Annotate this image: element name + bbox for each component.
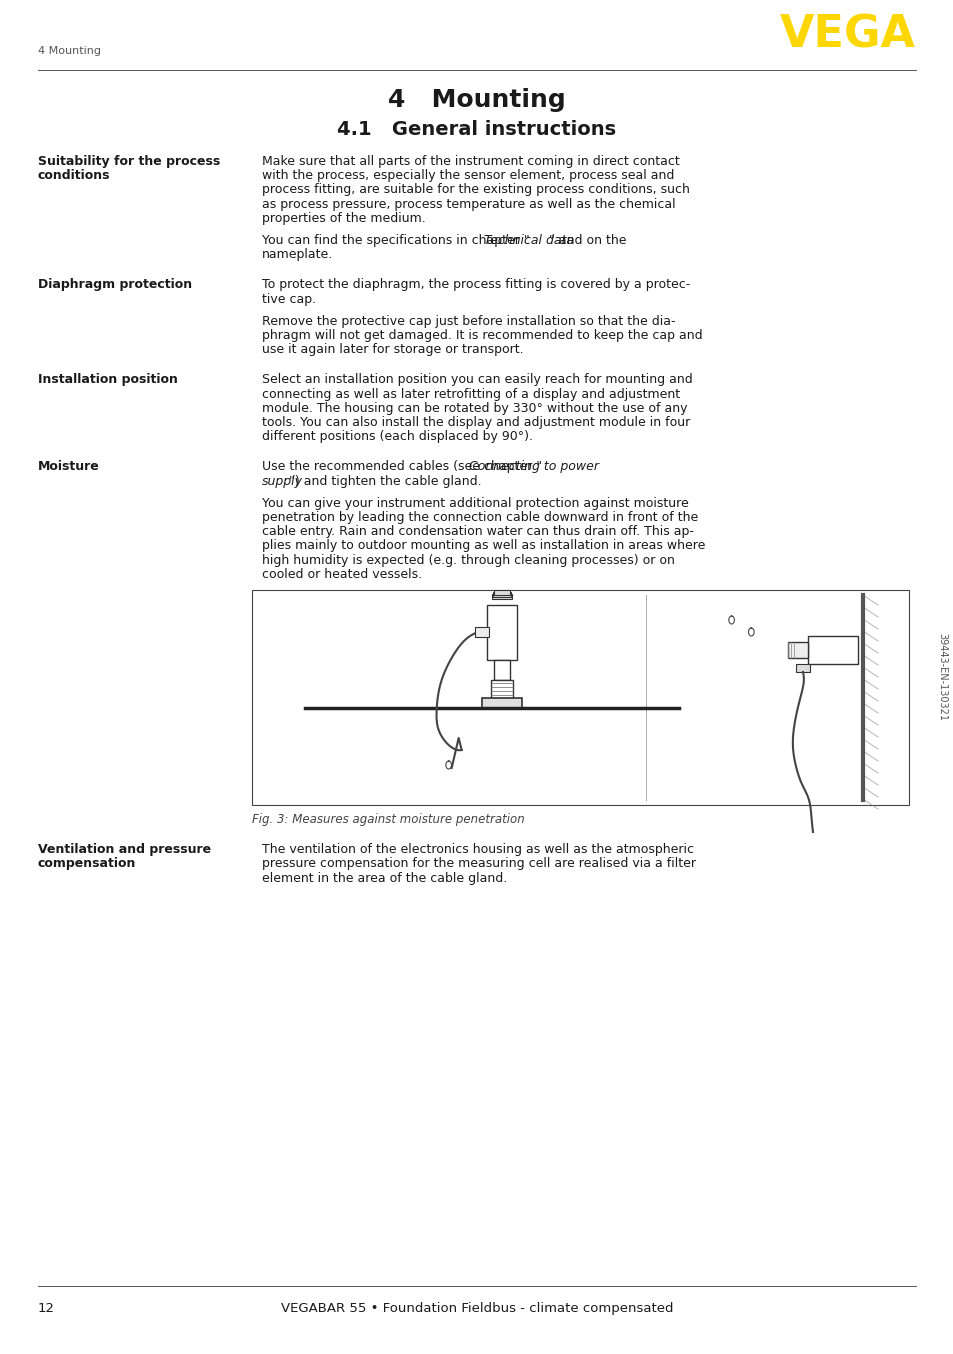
Text: VEGABAR 55 • Foundation Fieldbus - climate compensated: VEGABAR 55 • Foundation Fieldbus - clima…	[280, 1303, 673, 1315]
Text: Select an installation position you can easily reach for mounting and: Select an installation position you can …	[262, 374, 692, 386]
Text: Suitability for the process: Suitability for the process	[38, 154, 220, 168]
Text: " and on the: " and on the	[549, 234, 626, 246]
Text: module. The housing can be rotated by 330° without the use of any: module. The housing can be rotated by 33…	[262, 402, 687, 414]
Text: penetration by leading the connection cable downward in front of the: penetration by leading the connection ca…	[262, 510, 698, 524]
Text: 4.1   General instructions: 4.1 General instructions	[337, 121, 616, 139]
Text: plies mainly to outdoor mounting as well as installation in areas where: plies mainly to outdoor mounting as well…	[262, 539, 704, 552]
Text: conditions: conditions	[38, 169, 111, 183]
Text: cooled or heated vessels.: cooled or heated vessels.	[262, 567, 421, 581]
Text: 39443-EN-130321: 39443-EN-130321	[936, 634, 946, 720]
Text: The ventilation of the electronics housing as well as the atmospheric: The ventilation of the electronics housi…	[262, 844, 693, 856]
Text: cable entry. Rain and condensation water can thus drain off. This ap-: cable entry. Rain and condensation water…	[262, 525, 693, 538]
Text: process fitting, are suitable for the existing process conditions, such: process fitting, are suitable for the ex…	[262, 183, 689, 196]
Bar	[492, 592, 510, 597]
Text: tive cap.: tive cap.	[262, 292, 315, 306]
Text: Use the recommended cables (see chapter ": Use the recommended cables (see chapter …	[262, 460, 541, 474]
Text: different positions (each displaced by 90°).: different positions (each displaced by 9…	[262, 431, 533, 443]
Bar	[491, 594, 511, 598]
Text: Technical data: Technical data	[484, 234, 574, 246]
Text: use it again later for storage or transport.: use it again later for storage or transp…	[262, 343, 523, 356]
Text: supply: supply	[262, 475, 303, 487]
Bar	[807, 636, 857, 663]
Text: 4   Mounting: 4 Mounting	[388, 88, 565, 112]
Text: 12: 12	[38, 1303, 55, 1315]
Text: 4 Mounting: 4 Mounting	[38, 46, 101, 56]
Text: properties of the medium.: properties of the medium.	[262, 211, 425, 225]
Text: nameplate.: nameplate.	[262, 248, 333, 261]
Text: Fig. 3: Measures against moisture penetration: Fig. 3: Measures against moisture penetr…	[252, 812, 524, 826]
Text: Ventilation and pressure: Ventilation and pressure	[38, 844, 211, 856]
Bar	[490, 680, 512, 699]
Text: pressure compensation for the measuring cell are realised via a filter: pressure compensation for the measuring …	[262, 857, 696, 871]
Text: high humidity is expected (e.g. through cleaning processes) or on: high humidity is expected (e.g. through …	[262, 554, 674, 566]
Text: Remove the protective cap just before installation so that the dia-: Remove the protective cap just before in…	[262, 314, 675, 328]
Text: with the process, especially the sensor element, process seal and: with the process, especially the sensor …	[262, 169, 674, 183]
Text: phragm will not get damaged. It is recommended to keep the cap and: phragm will not get damaged. It is recom…	[262, 329, 702, 343]
Text: Diaphragm protection: Diaphragm protection	[38, 279, 192, 291]
Bar	[787, 642, 807, 658]
Text: as process pressure, process temperature as well as the chemical: as process pressure, process temperature…	[262, 198, 675, 211]
Bar	[795, 663, 809, 672]
Text: Moisture: Moisture	[38, 460, 100, 474]
Text: You can find the specifications in chapter ": You can find the specifications in chapt…	[262, 234, 529, 246]
Text: Connecting to power: Connecting to power	[469, 460, 598, 474]
Text: connecting as well as later retrofitting of a display and adjustment: connecting as well as later retrofitting…	[262, 387, 679, 401]
Text: You can give your instrument additional protection against moisture: You can give your instrument additional …	[262, 497, 688, 510]
Text: VEGA: VEGA	[780, 14, 915, 57]
Text: tools. You can also install the display and adjustment module in four: tools. You can also install the display …	[262, 416, 690, 429]
Text: Installation position: Installation position	[38, 374, 177, 386]
Bar	[493, 590, 509, 594]
Text: element in the area of the cable gland.: element in the area of the cable gland.	[262, 872, 507, 884]
Text: To protect the diaphragm, the process fitting is covered by a protec-: To protect the diaphragm, the process fi…	[262, 279, 690, 291]
Bar	[475, 627, 488, 636]
Text: Make sure that all parts of the instrument coming in direct contact: Make sure that all parts of the instrume…	[262, 154, 679, 168]
Bar	[493, 659, 509, 680]
Bar	[481, 699, 521, 708]
Bar	[252, 590, 908, 806]
Text: compensation: compensation	[38, 857, 136, 871]
Bar	[486, 605, 517, 659]
Text: ") and tighten the cable gland.: ") and tighten the cable gland.	[289, 475, 480, 487]
